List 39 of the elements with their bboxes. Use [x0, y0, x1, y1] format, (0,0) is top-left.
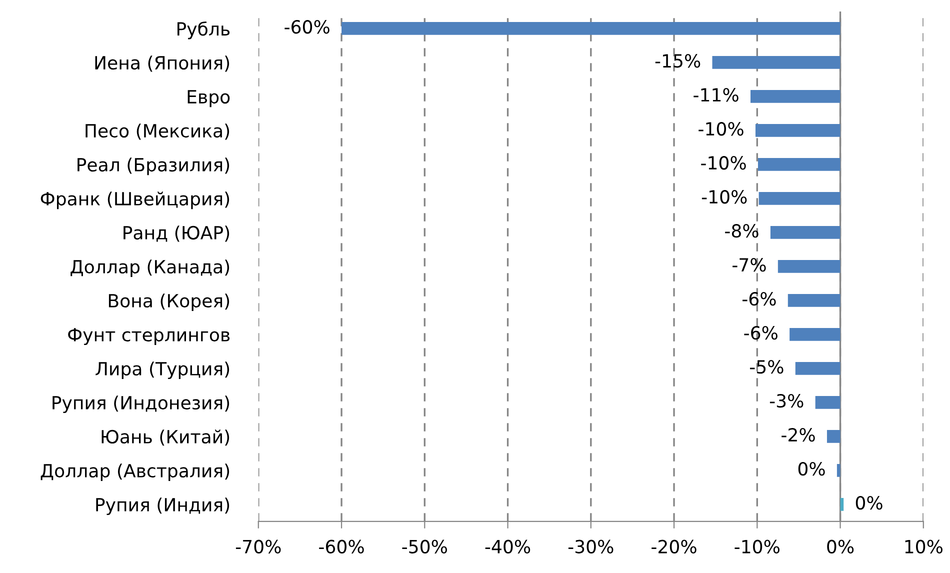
x-tick-label: -70%	[236, 540, 281, 554]
x-tick-label: -50%	[402, 540, 447, 554]
x-tick-label: -60%	[319, 540, 364, 554]
y-tick-label: Лира (Турция)	[96, 362, 230, 380]
data-label: 0%	[798, 462, 825, 476]
data-label: -2%	[782, 428, 815, 442]
x-tick-label: -10%	[734, 540, 780, 554]
data-label: -7%	[732, 258, 766, 272]
data-label: -10%	[702, 190, 747, 204]
y-tick-label: Рупия (Индонезия)	[52, 396, 230, 414]
y-tick-label: Иена (Япония)	[95, 56, 230, 72]
y-tick-label: Песо (Мексика)	[86, 124, 230, 140]
x-tick-label: 0%	[827, 540, 854, 554]
data-label: -6%	[742, 292, 776, 306]
data-label: -6%	[744, 326, 778, 340]
y-tick-label: Ранд (ЮАР)	[124, 226, 230, 242]
data-label: -10%	[701, 156, 746, 170]
y-tick-label: Франк (Швейцария)	[40, 192, 230, 210]
data-label: -15%	[655, 54, 700, 68]
y-tick-label: Евро	[188, 90, 230, 108]
x-tick-label: 10%	[905, 540, 942, 554]
y-tick-label: Рубль	[178, 21, 230, 40]
data-label: -3%	[770, 394, 804, 408]
y-tick-label: Фунт стерлингов	[68, 328, 230, 346]
x-tick-label: -30%	[568, 540, 614, 554]
data-label: -5%	[750, 360, 784, 374]
y-tick-label: Доллар (Австралия)	[40, 464, 230, 482]
data-label: 0%	[856, 496, 882, 510]
y-tick-label: Реал (Бразилия)	[78, 158, 230, 176]
data-label: -11%	[694, 88, 738, 102]
y-tick-label: Вона (Корея)	[108, 294, 230, 312]
data-label: -60%	[284, 20, 330, 34]
data-label: -8%	[725, 224, 758, 238]
y-tick-label: Доллар (Канада)	[70, 260, 230, 278]
x-tick-label: -20%	[652, 540, 696, 554]
y-tick-label: Рупия (Индия)	[96, 498, 230, 516]
y-tick-label: Юань (Китай)	[102, 430, 230, 446]
x-tick-label: -40%	[485, 540, 530, 554]
data-label: -10%	[698, 122, 744, 136]
